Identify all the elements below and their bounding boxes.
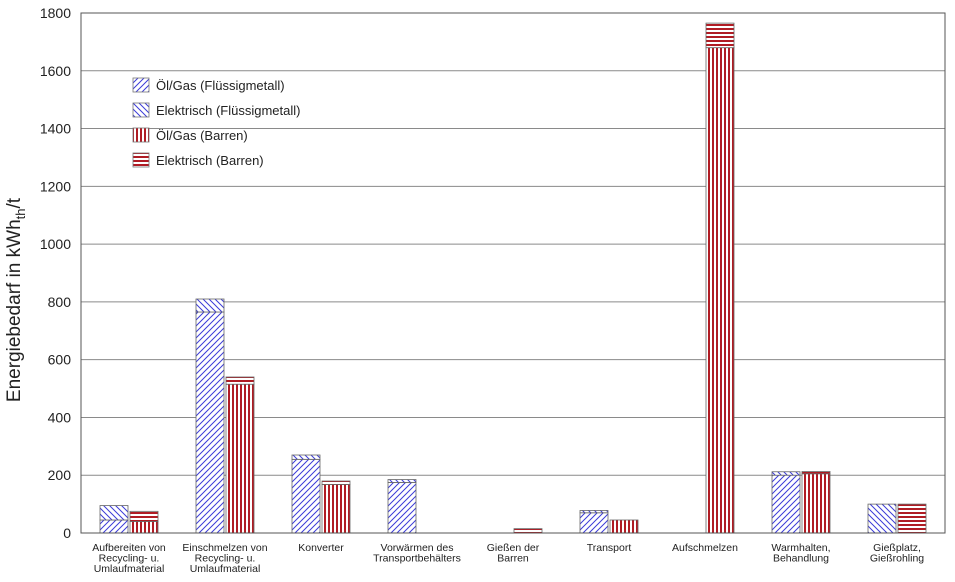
bar-segment xyxy=(579,510,609,514)
legend-label: Elektrisch (Flüssigmetall) xyxy=(156,103,300,118)
legend-label: Öl/Gas (Flüssigmetall) xyxy=(156,78,285,93)
bar-segment xyxy=(801,473,831,534)
x-category-label: Warmhalten, Behandlung xyxy=(771,542,830,565)
bar-segment xyxy=(291,454,321,460)
bar-segment xyxy=(771,474,801,534)
legend: Öl/Gas (Flüssigmetall) Elektrisch (Flüssi… xyxy=(132,77,300,168)
bar-segment xyxy=(771,471,801,476)
y-tick-label: 400 xyxy=(48,409,72,425)
legend-label: Öl/Gas (Barren) xyxy=(156,128,248,143)
y-tick-label: 800 xyxy=(48,294,72,310)
gridlines xyxy=(81,70,945,476)
bar-segment xyxy=(579,512,609,534)
bar-segment xyxy=(705,47,735,534)
bar-segment xyxy=(225,376,255,385)
bar-segment xyxy=(291,458,321,534)
bars xyxy=(99,22,927,534)
bar-segment xyxy=(129,510,159,522)
x-category-label: Vorwärmen des Transportbehälters xyxy=(373,542,461,565)
bar-segment xyxy=(513,528,543,534)
x-category-label: Aufbereiten von Recycling- u. Umlaufmateri… xyxy=(92,542,166,575)
y-tick-label: 1000 xyxy=(40,236,71,252)
bar-segment xyxy=(609,519,639,534)
plot-frame xyxy=(80,12,946,534)
x-category-label: Gießplatz, Gießrohling xyxy=(870,542,924,565)
bar-segment xyxy=(321,484,351,534)
bar-segment xyxy=(387,482,417,534)
y-tick-label: 1400 xyxy=(40,121,71,137)
y-tick-label: 200 xyxy=(48,467,72,483)
x-category-label: Transport xyxy=(587,542,632,554)
x-category-label: Gießen der Barren xyxy=(487,542,540,565)
x-category-labels: Aufbereiten von Recycling- u. Umlaufmateri… xyxy=(92,542,924,575)
x-category-label: Konverter xyxy=(298,542,344,554)
legend-swatch xyxy=(132,152,150,168)
y-tick-labels: 0 200 400 600 800 1000 1200 1400 1600 1800 xyxy=(40,5,71,541)
bar-segment xyxy=(225,383,255,534)
y-tick-label: 0 xyxy=(63,525,71,541)
y-tick-label: 1800 xyxy=(40,5,71,21)
x-category-label: Aufschmelzen xyxy=(672,542,738,554)
legend-swatch xyxy=(132,77,150,93)
bar-segment xyxy=(99,505,129,521)
y-axis-label: Energiebedarf in kWhth/t xyxy=(4,197,28,402)
bar-segment xyxy=(897,503,927,534)
bar-segment xyxy=(705,22,735,49)
bar-segment xyxy=(99,519,129,534)
legend-swatch xyxy=(132,102,150,118)
bar-segment xyxy=(129,521,159,534)
bar-segment xyxy=(195,311,225,534)
bar-segment xyxy=(387,479,417,483)
bar-segment xyxy=(867,503,897,534)
y-tick-label: 1200 xyxy=(40,178,71,194)
x-category-label: Einschmelzen von Recycling- u. Umlaufmater… xyxy=(182,542,267,575)
y-tick-label: 600 xyxy=(48,352,72,368)
bar-segment xyxy=(321,480,351,485)
bar-segment xyxy=(195,298,225,313)
legend-label: Elektrisch (Barren) xyxy=(156,153,264,168)
bar-segment xyxy=(801,471,831,475)
legend-swatch xyxy=(132,127,150,143)
y-tick-label: 1600 xyxy=(40,63,71,79)
